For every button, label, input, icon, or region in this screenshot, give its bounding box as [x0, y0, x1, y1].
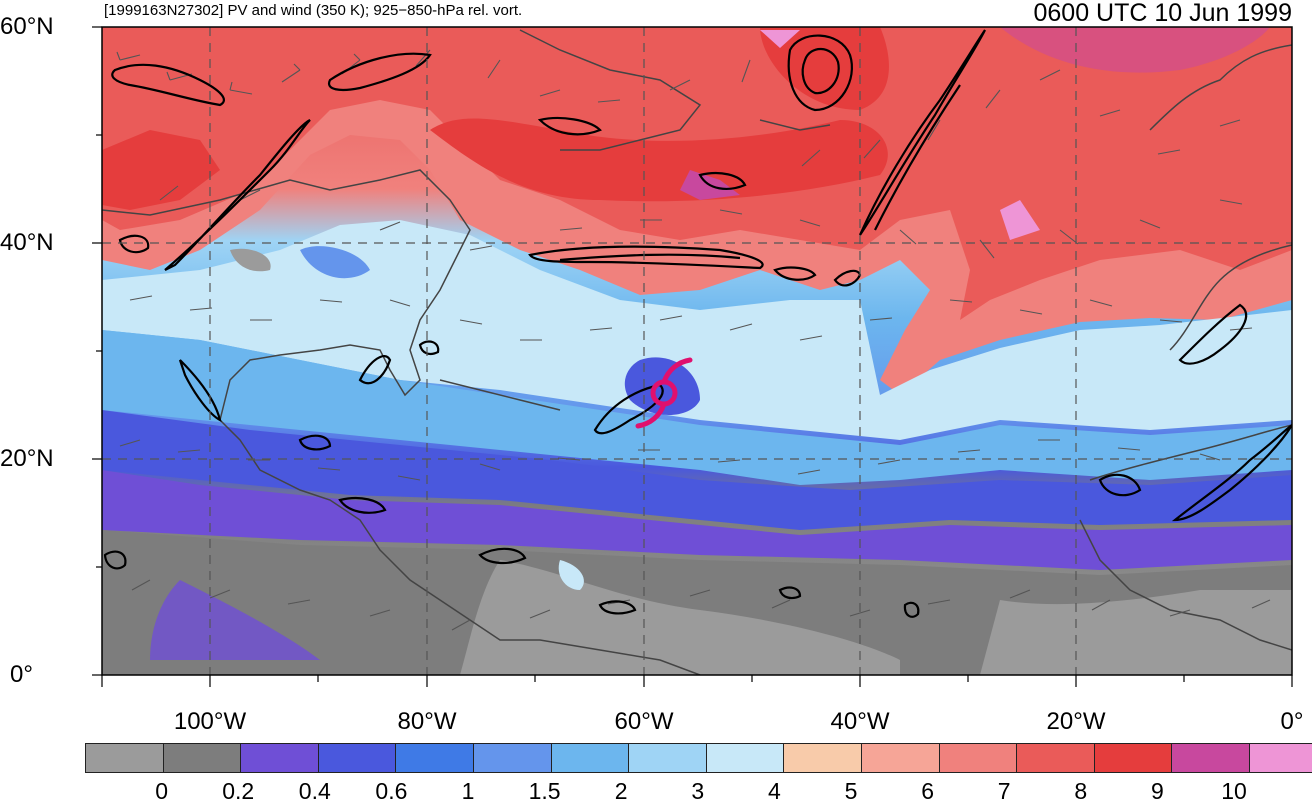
colorbar-label: 0.6	[375, 778, 408, 804]
colorbar	[85, 743, 1312, 773]
colorbar-swatch	[860, 743, 939, 773]
colorbar-swatch	[395, 743, 473, 773]
lon-label-80w: 80°W	[397, 708, 457, 735]
pv-field	[102, 27, 1292, 675]
colorbar-swatch	[240, 743, 318, 773]
colorbar-label: 7	[997, 778, 1011, 804]
colorbar-label: 4	[767, 778, 781, 804]
lat-label-20n: 20°N	[0, 445, 54, 472]
colorbar-swatch	[938, 743, 1017, 773]
colorbar-swatch	[85, 743, 163, 773]
colorbar-label: 9	[1150, 778, 1164, 804]
colorbar-label: 0.2	[222, 778, 255, 804]
colorbar-label: 10	[1221, 778, 1247, 804]
colorbar-label: 1	[461, 778, 475, 804]
lat-label-60n: 60°N	[0, 13, 54, 40]
colorbar-swatch	[1093, 743, 1172, 773]
colorbar-swatch	[705, 743, 784, 773]
colorbar-label: 3	[691, 778, 705, 804]
colorbar-label: 2	[614, 778, 628, 804]
lon-label-60w: 60°W	[614, 708, 674, 735]
colorbar-swatch	[783, 743, 861, 773]
colorbar-swatch	[628, 743, 706, 773]
colorbar-label: 8	[1074, 778, 1088, 804]
lat-label-40n: 40°N	[0, 229, 54, 256]
colorbar-swatch	[317, 743, 396, 773]
colorbar-swatch	[162, 743, 241, 773]
colorbar-label: 0.4	[298, 778, 331, 804]
colorbar-label: 6	[921, 778, 934, 804]
colorbar-swatch	[1016, 743, 1094, 773]
colorbar-swatch	[472, 743, 551, 773]
colorbar-label: 0	[155, 778, 168, 804]
tick-marks	[92, 26, 1293, 687]
lon-label-100w: 100°W	[173, 708, 247, 735]
colorbar-swatch	[550, 743, 629, 773]
storm-symbol	[635, 357, 693, 429]
lon-label-40w: 40°W	[830, 708, 890, 735]
grid	[102, 27, 1292, 675]
lat-label-0: 0°	[10, 661, 33, 688]
lon-label-20w: 20°W	[1046, 708, 1106, 735]
title-right: 0600 UTC 10 Jun 1999	[1033, 0, 1292, 27]
colorbar-label: 1.5	[528, 778, 561, 804]
pv-wind-map	[92, 26, 1293, 687]
colorbar-label: 5	[844, 778, 858, 804]
coastlines	[102, 29, 1292, 675]
colorbar-swatch	[1248, 743, 1312, 773]
title-left: [1999163N27302] PV and wind (350 K); 925…	[104, 2, 523, 19]
lon-label-0: 0°	[1280, 708, 1304, 735]
colorbar-swatch	[1171, 743, 1249, 773]
